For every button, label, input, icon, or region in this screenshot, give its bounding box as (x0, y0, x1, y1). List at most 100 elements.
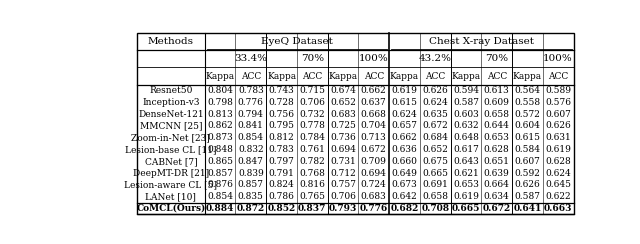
Text: CoMCL(Ours): CoMCL(Ours) (136, 204, 205, 213)
Text: 0.835: 0.835 (238, 192, 264, 201)
Text: 0.725: 0.725 (330, 122, 356, 131)
Text: Resnet50: Resnet50 (149, 86, 193, 95)
Text: 0.603: 0.603 (453, 110, 479, 119)
Text: 0.589: 0.589 (545, 86, 571, 95)
Text: 0.783: 0.783 (269, 145, 294, 154)
Text: 0.837: 0.837 (298, 204, 326, 213)
Text: 0.615: 0.615 (515, 133, 540, 142)
Text: 0.839: 0.839 (238, 169, 264, 178)
Text: EyeQ Dataset: EyeQ Dataset (261, 37, 333, 46)
Text: 0.784: 0.784 (300, 133, 325, 142)
Text: 0.731: 0.731 (330, 157, 356, 166)
Text: LANet [10]: LANet [10] (145, 192, 196, 201)
Text: ACC: ACC (548, 71, 568, 81)
Text: 0.604: 0.604 (515, 122, 540, 131)
Text: 0.683: 0.683 (361, 192, 387, 201)
Text: 0.756: 0.756 (269, 110, 294, 119)
Text: 0.592: 0.592 (515, 169, 540, 178)
Text: MMCNN [25]: MMCNN [25] (140, 122, 202, 131)
Text: 0.664: 0.664 (484, 180, 509, 189)
Text: 0.645: 0.645 (545, 180, 571, 189)
Text: 0.706: 0.706 (300, 98, 325, 107)
Text: 0.786: 0.786 (269, 192, 294, 201)
Text: 0.622: 0.622 (545, 192, 571, 201)
Text: Kappa: Kappa (513, 71, 542, 81)
Text: 0.857: 0.857 (238, 180, 264, 189)
Text: 0.607: 0.607 (545, 110, 571, 119)
Text: Kappa: Kappa (328, 71, 358, 81)
Text: 0.715: 0.715 (300, 86, 325, 95)
Text: 0.675: 0.675 (422, 157, 448, 166)
Text: 70%: 70% (485, 54, 508, 63)
Text: 0.694: 0.694 (361, 169, 387, 178)
Text: Lesion-aware CL [5]: Lesion-aware CL [5] (124, 180, 218, 189)
Text: 0.816: 0.816 (300, 180, 325, 189)
Text: 0.653: 0.653 (484, 133, 509, 142)
Text: 0.643: 0.643 (453, 157, 479, 166)
Text: 0.648: 0.648 (453, 133, 479, 142)
Text: 0.673: 0.673 (392, 180, 417, 189)
Text: 0.862: 0.862 (207, 122, 233, 131)
Text: 0.649: 0.649 (392, 169, 417, 178)
Text: 0.617: 0.617 (453, 145, 479, 154)
Text: 0.558: 0.558 (515, 98, 540, 107)
Text: 0.636: 0.636 (392, 145, 417, 154)
Text: 0.624: 0.624 (545, 169, 571, 178)
Text: 100%: 100% (543, 54, 573, 63)
Text: 0.607: 0.607 (515, 157, 540, 166)
Text: 0.732: 0.732 (300, 110, 325, 119)
Text: 0.587: 0.587 (453, 98, 479, 107)
Text: 0.660: 0.660 (392, 157, 417, 166)
Text: 0.873: 0.873 (207, 133, 233, 142)
Text: 0.662: 0.662 (392, 133, 417, 142)
Text: 0.778: 0.778 (300, 122, 325, 131)
Text: 0.791: 0.791 (269, 169, 294, 178)
Text: 0.795: 0.795 (269, 122, 294, 131)
Text: 0.813: 0.813 (207, 110, 233, 119)
Text: 0.743: 0.743 (269, 86, 294, 95)
Text: 0.628: 0.628 (545, 157, 571, 166)
Text: 0.626: 0.626 (545, 122, 571, 131)
Text: Inception-v3: Inception-v3 (142, 98, 200, 107)
Text: 0.824: 0.824 (269, 180, 294, 189)
Text: 0.847: 0.847 (238, 157, 264, 166)
Text: Kappa: Kappa (205, 71, 235, 81)
Text: 0.713: 0.713 (361, 133, 387, 142)
Text: 0.857: 0.857 (207, 169, 233, 178)
Text: 0.706: 0.706 (330, 192, 356, 201)
Text: 0.665: 0.665 (452, 204, 480, 213)
Text: 0.854: 0.854 (238, 133, 264, 142)
Text: 0.619: 0.619 (545, 145, 571, 154)
Text: ACC: ACC (425, 71, 445, 81)
Text: 0.704: 0.704 (361, 122, 387, 131)
Text: Lesion-base CL [11]: Lesion-base CL [11] (125, 145, 216, 154)
Text: 100%: 100% (359, 54, 388, 63)
Text: 0.672: 0.672 (361, 145, 387, 154)
Text: 0.652: 0.652 (330, 98, 356, 107)
Text: ACC: ACC (302, 71, 323, 81)
Text: 0.644: 0.644 (484, 122, 509, 131)
Text: 0.694: 0.694 (330, 145, 356, 154)
Text: 0.584: 0.584 (515, 145, 540, 154)
Text: 0.657: 0.657 (392, 122, 417, 131)
Text: 0.628: 0.628 (484, 145, 509, 154)
Text: 0.637: 0.637 (361, 98, 387, 107)
Text: 0.642: 0.642 (392, 192, 417, 201)
Text: 0.635: 0.635 (422, 110, 448, 119)
Text: Zoom-in-Net [23]: Zoom-in-Net [23] (131, 133, 211, 142)
Text: 0.619: 0.619 (453, 192, 479, 201)
Text: DeepMT-DR [21]: DeepMT-DR [21] (133, 169, 209, 178)
Text: 0.797: 0.797 (269, 157, 294, 166)
Text: Kappa: Kappa (451, 71, 481, 81)
Text: 0.632: 0.632 (453, 122, 479, 131)
Text: DenseNet-121: DenseNet-121 (138, 110, 204, 119)
Text: 0.728: 0.728 (269, 98, 294, 107)
Text: 0.674: 0.674 (330, 86, 356, 95)
Text: 70%: 70% (301, 54, 324, 63)
Text: 0.684: 0.684 (422, 133, 448, 142)
Text: 0.884: 0.884 (206, 204, 234, 213)
Text: 43.2%: 43.2% (419, 54, 452, 63)
Text: 0.708: 0.708 (421, 204, 449, 213)
Text: 0.609: 0.609 (484, 98, 509, 107)
Text: 0.621: 0.621 (453, 169, 479, 178)
